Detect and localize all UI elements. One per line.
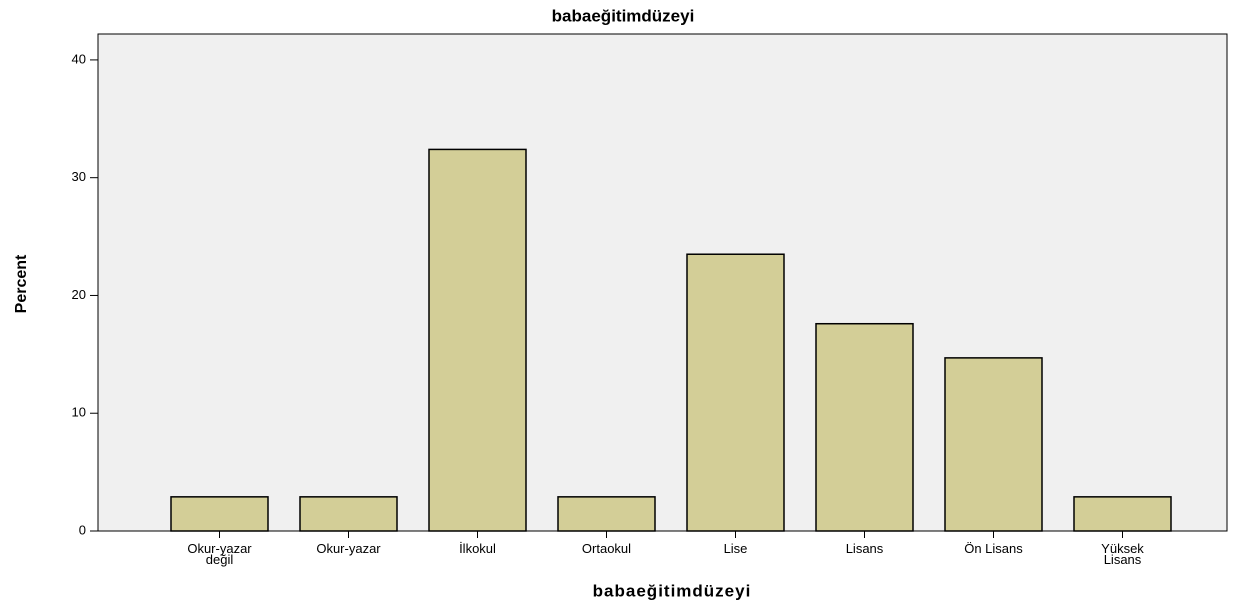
x-tick-label: İlkokul	[459, 541, 496, 556]
x-tick-label: Ön Lisans	[964, 541, 1023, 556]
x-tick-label: Lisans	[845, 541, 884, 556]
y-tick-label: 30	[72, 169, 86, 184]
y-tick-label: 40	[72, 51, 86, 66]
x-tick-label: Yüksek Lisans	[1101, 541, 1144, 567]
x-axis-label: babaeğitimdüzeyi	[593, 581, 752, 600]
plot-area	[97, 33, 1228, 532]
y-tick-label: 0	[79, 522, 86, 537]
bar	[170, 496, 269, 532]
y-tick-label: 10	[72, 405, 86, 420]
bar	[944, 357, 1043, 532]
x-tick-label: Ortaokul	[581, 541, 632, 556]
bar	[1073, 496, 1172, 532]
x-tick-label: Lise	[723, 541, 748, 556]
bar	[299, 496, 398, 532]
bar	[428, 148, 527, 532]
bar	[815, 322, 914, 532]
chart-title: babaeğitimdüzeyi	[552, 6, 695, 25]
x-tick-label: Okur-yazar değil	[187, 541, 252, 567]
y-axis-label: Percent	[13, 254, 30, 313]
y-tick-label: 20	[72, 287, 86, 302]
bar	[557, 496, 656, 532]
x-tick-label: Okur-yazar	[316, 541, 381, 556]
bar	[686, 253, 785, 532]
